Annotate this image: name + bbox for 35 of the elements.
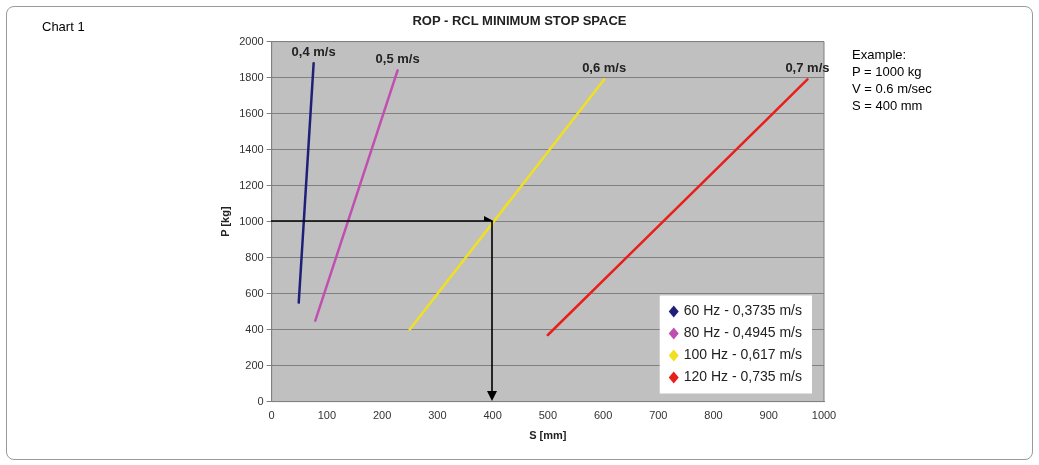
legend-label: 100 Hz - 0,617 m/s — [683, 346, 803, 363]
annotation: 0,5 m/s — [375, 51, 420, 67]
x-tick-label: 700 — [649, 409, 668, 422]
annotation: 0,4 m/s — [291, 44, 336, 60]
y-tick-label: 600 — [245, 286, 264, 299]
y-tick-label: 1600 — [239, 106, 264, 119]
y-tick-label: 1000 — [239, 214, 264, 227]
y-tick-label: 0 — [257, 394, 264, 407]
x-tick-label: 500 — [538, 409, 558, 422]
x-axis-title: S [mm] — [529, 429, 567, 442]
y-tick-label: 400 — [245, 322, 264, 335]
caption: Chart 1 — [42, 18, 85, 35]
y-tick-label: 1400 — [239, 142, 264, 155]
x-tick-label: 600 — [593, 409, 613, 422]
x-tick-label: 300 — [428, 409, 447, 422]
y-tick-label: 800 — [245, 250, 264, 263]
x-tick-label: 100 — [317, 409, 337, 422]
y-axis-title: P [kg] — [218, 206, 231, 237]
x-tick-label: 200 — [372, 409, 392, 422]
y-tick-label: 1800 — [239, 70, 264, 83]
y-tick-label: 200 — [245, 358, 264, 371]
chart-title: ROP - RCL MINIMUM STOP SPACE — [412, 13, 627, 29]
legend-label: 120 Hz - 0,735 m/s — [683, 368, 803, 385]
legend-label: 60 Hz - 0,3735 m/s — [683, 302, 803, 319]
legend-label: 80 Hz - 0,4945 m/s — [683, 324, 803, 341]
annotation: 0,7 m/s — [785, 60, 830, 76]
x-tick-label: 900 — [759, 409, 778, 422]
x-tick-label: 800 — [704, 409, 723, 422]
x-tick-label: 1000 — [811, 409, 837, 422]
y-tick-label: 1200 — [239, 178, 264, 191]
x-tick-label: 0 — [268, 409, 275, 422]
x-tick-label: 400 — [483, 409, 502, 422]
annotation: 0,6 m/s — [582, 60, 627, 76]
y-tick-label: 2000 — [239, 34, 264, 47]
text: Example: P = 1000 kg V = 0.6 m/sec S = 400 mm — [852, 46, 932, 114]
